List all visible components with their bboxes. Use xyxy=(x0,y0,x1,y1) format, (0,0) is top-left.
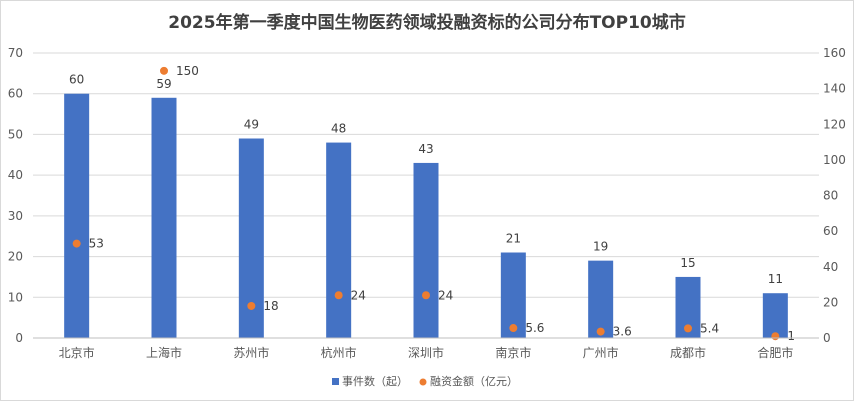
right-axis-tick-label: 40 xyxy=(823,260,838,274)
left-axis: 0 10 20 30 40 50 60 70 xyxy=(8,46,23,345)
right-axis-tick-label: 60 xyxy=(823,224,838,238)
legend-swatch-events xyxy=(332,378,339,385)
bar-data-label: 19 xyxy=(593,240,608,254)
left-axis-tick-label: 40 xyxy=(8,168,23,182)
legend: 事件数（起） 融资金额（亿元） xyxy=(332,374,518,388)
right-axis-tick-label: 140 xyxy=(823,82,846,96)
scatter-data-label: 5.6 xyxy=(525,321,544,335)
x-axis-tick-label: 杭州市 xyxy=(321,345,357,360)
bar xyxy=(588,260,614,338)
scatter-point xyxy=(684,324,692,333)
x-axis-tick-label: 深圳市 xyxy=(408,345,444,360)
bar-data-label: 49 xyxy=(244,118,259,132)
bar-labels: 60 59 49 48 43 21 19 15 11 xyxy=(69,73,783,287)
chart-title: 2025年第一季度中国生物医药领域投融资标的公司分布TOP10城市 xyxy=(168,12,685,33)
x-axis-tick-label: 北京市 xyxy=(59,345,95,360)
x-axis-tick-label: 成都市 xyxy=(670,345,706,360)
x-axis-tick-label: 合肥市 xyxy=(757,345,793,360)
right-axis-tick-label: 160 xyxy=(823,46,846,60)
bar-data-label: 43 xyxy=(418,142,433,156)
bar-data-label: 21 xyxy=(506,232,521,246)
scatter-point xyxy=(596,327,605,336)
right-axis-tick-label: 20 xyxy=(823,295,838,309)
scatter-data-label: 24 xyxy=(351,288,366,302)
bar-series xyxy=(64,93,788,339)
scatter-point xyxy=(247,301,256,310)
scatter-point xyxy=(422,291,430,300)
right-axis-tick-label: 120 xyxy=(823,117,846,131)
scatter-data-label: 18 xyxy=(263,299,278,313)
scatter-data-label: 5.4 xyxy=(700,321,719,335)
scatter-data-label: 53 xyxy=(89,237,104,251)
right-axis: 0 20 40 60 80 100 120 140 160 xyxy=(823,46,846,345)
legend-label-amount: 融资金额（亿元） xyxy=(430,374,518,388)
x-axis: 北京市 上海市 苏州市 杭州市 深圳市 南京市 广州市 成都市 合肥市 xyxy=(33,337,819,360)
scatter-point xyxy=(334,291,343,300)
bar-data-label: 60 xyxy=(69,73,84,87)
left-axis-tick-label: 30 xyxy=(8,209,23,223)
left-axis-tick-label: 10 xyxy=(8,290,23,304)
scatter-labels: 53 150 18 24 24 5.6 3.6 5.4 1 xyxy=(89,64,795,343)
bar-data-label: 11 xyxy=(768,272,783,286)
bar xyxy=(762,293,788,338)
scatter-data-label: 3.6 xyxy=(613,325,632,339)
scatter-point xyxy=(509,324,518,333)
scatter-point xyxy=(72,239,81,248)
bar xyxy=(413,162,439,338)
scatter-data-label: 150 xyxy=(176,64,199,78)
bar-data-label: 15 xyxy=(680,256,695,270)
bar xyxy=(326,142,352,338)
bar-data-label: 59 xyxy=(156,77,171,91)
left-axis-tick-label: 70 xyxy=(8,46,23,60)
scatter-data-label: 24 xyxy=(438,288,453,302)
left-axis-tick-label: 60 xyxy=(8,87,23,101)
left-axis-tick-label: 20 xyxy=(8,250,23,264)
bar xyxy=(500,252,526,338)
x-axis-tick-label: 南京市 xyxy=(495,345,531,360)
x-axis-tick-label: 上海市 xyxy=(146,345,182,360)
bar xyxy=(151,97,177,339)
x-axis-tick-label: 苏州市 xyxy=(233,345,269,360)
bar xyxy=(64,93,90,338)
right-axis-tick-label: 100 xyxy=(823,153,846,167)
bar-data-label: 48 xyxy=(331,122,346,136)
legend-label-events: 事件数（起） xyxy=(342,375,408,388)
right-axis-tick-label: 80 xyxy=(823,189,838,203)
scatter-point xyxy=(771,332,780,341)
legend-swatch-amount xyxy=(419,378,427,386)
scatter-data-label: 1 xyxy=(787,329,795,343)
left-axis-tick-label: 50 xyxy=(8,127,23,141)
x-axis-tick-label: 广州市 xyxy=(583,345,619,360)
right-axis-tick-label: 0 xyxy=(823,331,831,345)
scatter-point xyxy=(160,66,168,75)
left-axis-tick-label: 0 xyxy=(15,331,23,345)
